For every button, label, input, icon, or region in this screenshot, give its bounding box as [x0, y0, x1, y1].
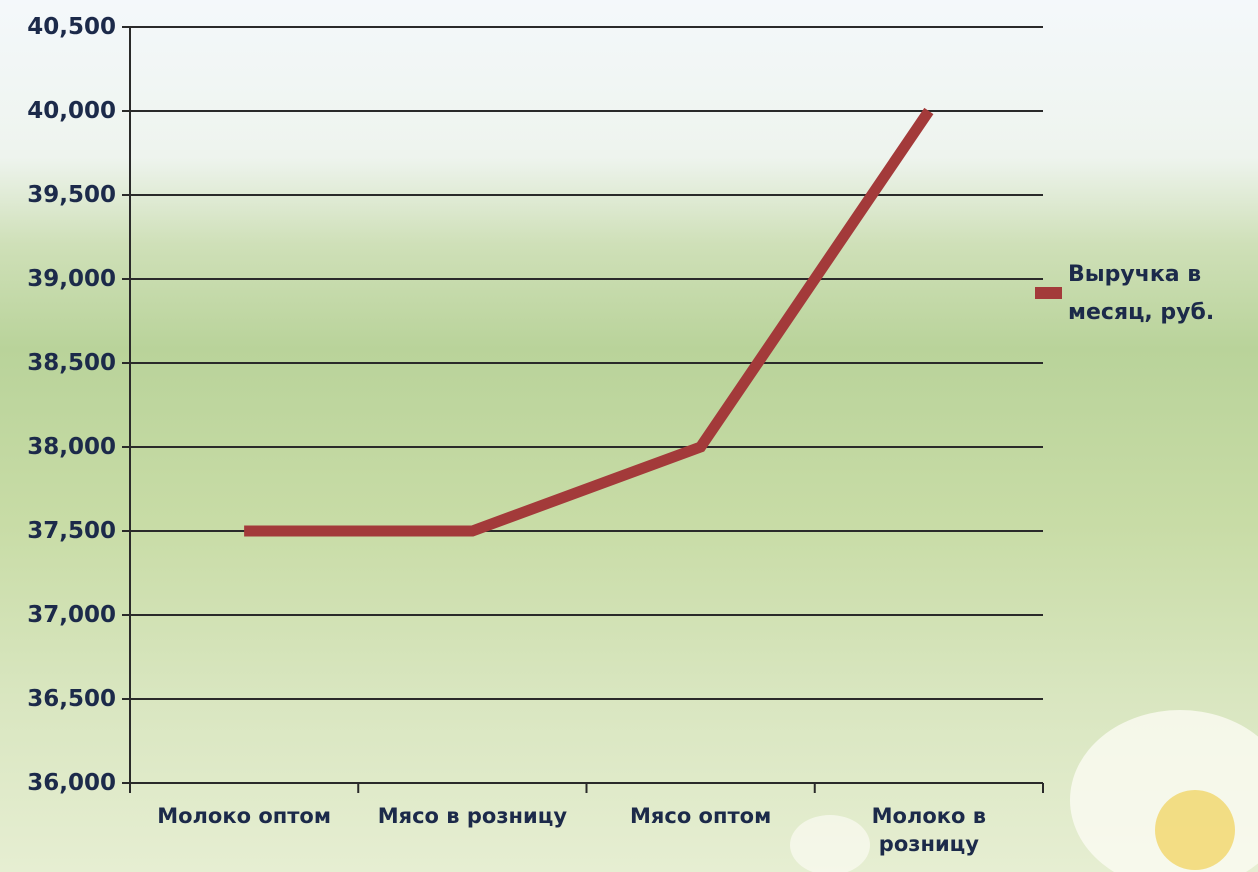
y-tick-label: 37,000: [4, 601, 116, 629]
y-tick-label: 39,000: [4, 265, 116, 293]
y-tick-label: 36,500: [4, 685, 116, 713]
y-tick-label: 36,000: [4, 769, 116, 797]
x-tick-label: Молоко оптом: [134, 802, 354, 830]
legend-label: Выручка в месяц, руб.: [1068, 256, 1258, 332]
y-tick-label: 40,000: [4, 97, 116, 125]
y-tick-label: 38,500: [4, 349, 116, 377]
x-tick-label: Мясо оптом: [591, 802, 811, 830]
data-line: [244, 111, 929, 531]
chart: [0, 0, 1258, 872]
y-tick-label: 37,500: [4, 517, 116, 545]
x-tick-label: Мясо в розницу: [362, 802, 582, 830]
page: (() => { const data = JSON.parse(documen…: [0, 0, 1258, 872]
y-tick-label: 39,500: [4, 181, 116, 209]
y-tick-label: 40,500: [4, 13, 116, 41]
y-tick-label: 38,000: [4, 433, 116, 461]
legend-marker: [1035, 287, 1062, 299]
x-tick-label: Молоко в розницу: [819, 802, 1039, 858]
